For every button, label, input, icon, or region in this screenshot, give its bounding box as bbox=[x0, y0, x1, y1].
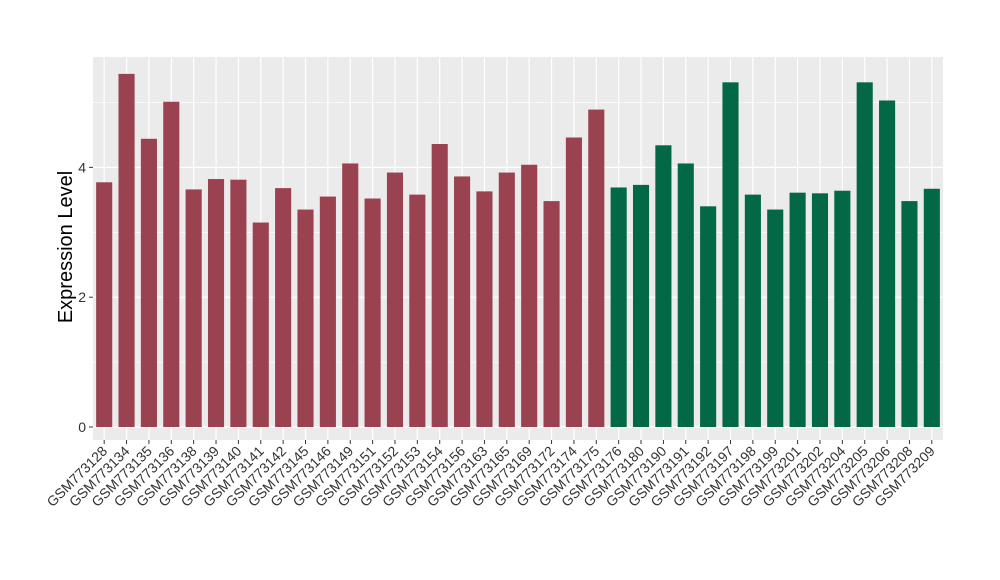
bar-GSM773136 bbox=[163, 101, 180, 428]
bar-GSM773153 bbox=[409, 194, 426, 428]
bar-GSM773190 bbox=[655, 145, 672, 428]
bar-GSM773140 bbox=[230, 179, 247, 428]
bar-GSM773149 bbox=[342, 163, 359, 428]
bar-GSM773172 bbox=[543, 201, 560, 428]
bar-GSM773141 bbox=[252, 222, 269, 428]
bar-GSM773145 bbox=[297, 209, 314, 428]
bar-GSM773134 bbox=[118, 73, 135, 428]
bars bbox=[96, 73, 940, 428]
bar-GSM773174 bbox=[565, 137, 582, 428]
bar-GSM773206 bbox=[879, 100, 896, 428]
bar-GSM773192 bbox=[700, 206, 717, 428]
bar-GSM773154 bbox=[431, 143, 448, 428]
bar-GSM773139 bbox=[207, 179, 225, 428]
bar-GSM773208 bbox=[901, 201, 918, 428]
bar-GSM773202 bbox=[811, 193, 829, 428]
y-tick-label: 4 bbox=[78, 159, 86, 175]
bar-GSM773151 bbox=[364, 198, 381, 428]
bar-GSM773197 bbox=[722, 82, 739, 428]
y-axis-title: Expression Level bbox=[55, 171, 77, 323]
bar-GSM773205 bbox=[856, 82, 873, 428]
bar-GSM773176 bbox=[610, 187, 627, 428]
bar-GSM773180 bbox=[632, 184, 650, 428]
bar-GSM773163 bbox=[476, 191, 493, 428]
bar-GSM773128 bbox=[96, 182, 113, 428]
bar-GSM773201 bbox=[789, 192, 806, 428]
bar-GSM773152 bbox=[386, 172, 404, 428]
y-tick-label: 0 bbox=[78, 419, 86, 435]
y-tick-label: 2 bbox=[78, 289, 86, 305]
x-axis: GSM773128GSM773134GSM773135GSM773136GSM7… bbox=[43, 440, 938, 510]
bar-GSM773142 bbox=[275, 188, 292, 428]
bar-GSM773146 bbox=[319, 196, 336, 428]
bar-GSM773138 bbox=[185, 189, 202, 428]
bar-GSM773175 bbox=[588, 109, 605, 428]
bar-GSM773199 bbox=[767, 209, 784, 428]
bar-GSM773209 bbox=[923, 188, 940, 428]
bar-GSM773169 bbox=[521, 164, 538, 428]
bar-GSM773135 bbox=[140, 138, 157, 428]
bar-GSM773165 bbox=[498, 172, 515, 428]
bar-GSM773204 bbox=[834, 190, 851, 428]
bar-GSM773198 bbox=[744, 194, 761, 428]
y-axis: 0 2 4 bbox=[78, 159, 93, 435]
bar-GSM773191 bbox=[677, 163, 694, 428]
bar-GSM773156 bbox=[454, 176, 471, 428]
